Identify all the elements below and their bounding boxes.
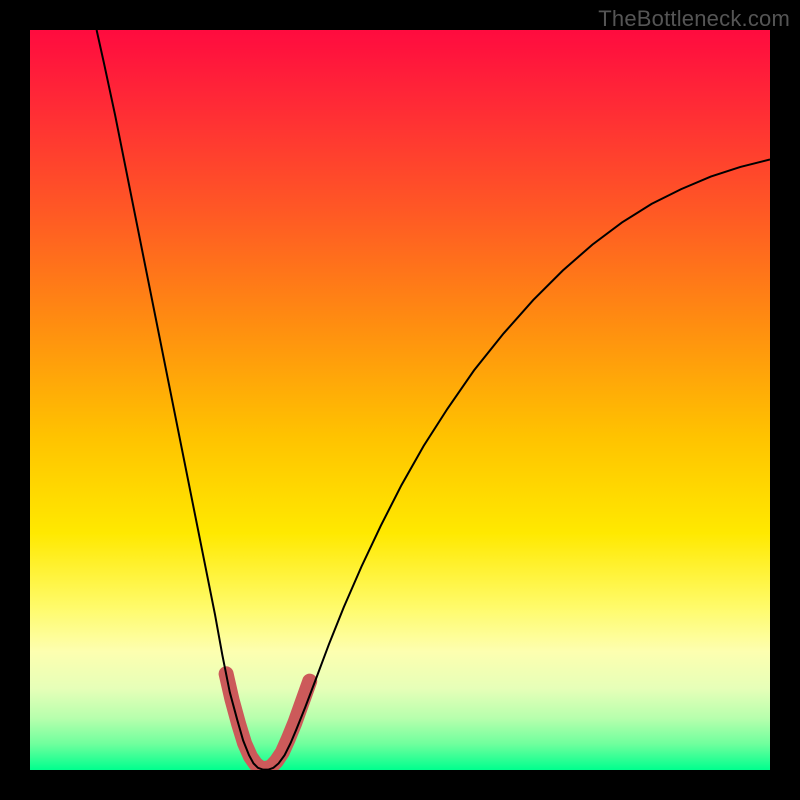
bottleneck-chart	[0, 0, 800, 800]
watermark-text: TheBottleneck.com	[598, 6, 790, 32]
chart-frame: TheBottleneck.com	[0, 0, 800, 800]
